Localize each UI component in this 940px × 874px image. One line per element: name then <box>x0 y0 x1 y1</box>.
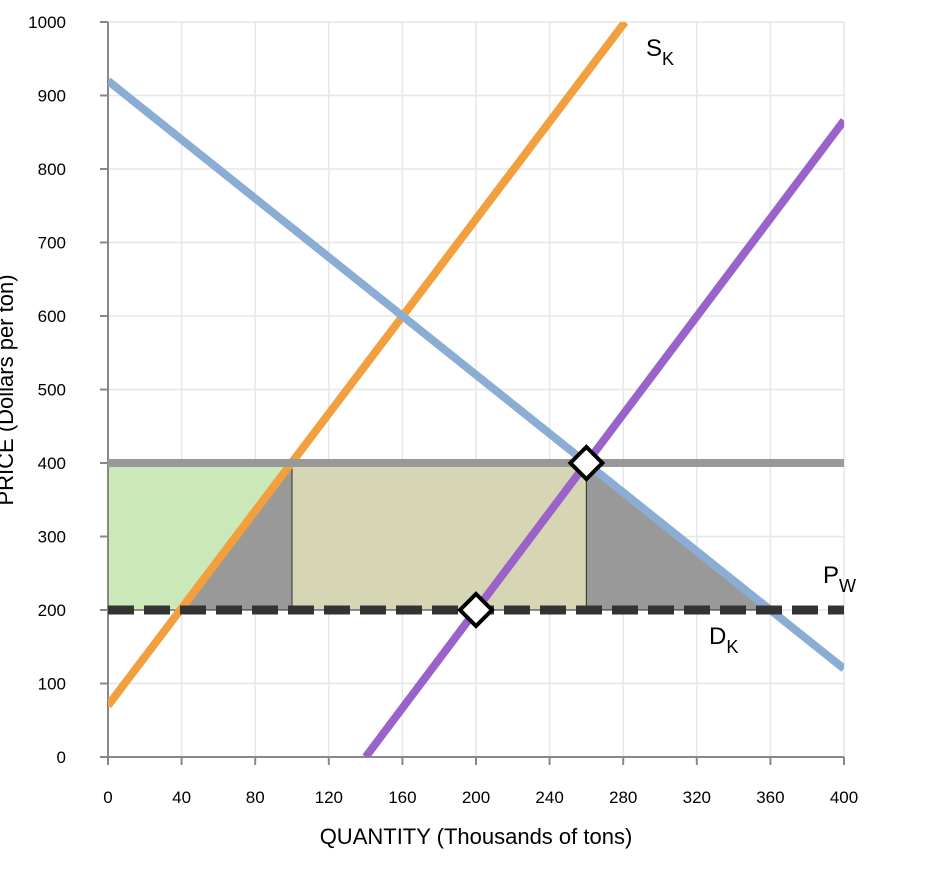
y-axis-title: PRICE (Dollars per ton) <box>0 274 18 505</box>
y-tick-label: 900 <box>38 87 66 106</box>
x-tick-label: 200 <box>462 788 490 807</box>
series-group <box>108 22 844 757</box>
y-tick-label: 500 <box>38 381 66 400</box>
diamond-marker-0 <box>567 444 606 482</box>
shaded-region-2 <box>291 462 587 611</box>
series-label-4: PW <box>823 562 856 596</box>
series-line-0 <box>108 22 629 708</box>
y-tick-label: 0 <box>57 748 66 767</box>
y-tick-label: 300 <box>38 528 66 547</box>
y-tick-label: 1000 <box>28 13 66 32</box>
x-axis-title: QUANTITY (Thousands of tons) <box>320 824 633 849</box>
x-tick-label: 40 <box>172 788 191 807</box>
x-tick-label: 160 <box>388 788 416 807</box>
series-label-0: SK <box>646 35 674 69</box>
x-tick-label: 240 <box>535 788 563 807</box>
x-tick-label: 280 <box>609 788 637 807</box>
y-tick-label: 700 <box>38 234 66 253</box>
x-tick-label: 320 <box>683 788 711 807</box>
x-tick-label: 80 <box>246 788 265 807</box>
series-line-2 <box>362 118 844 757</box>
x-tick-label: 400 <box>830 788 858 807</box>
diamond-marker-1 <box>457 591 495 629</box>
x-tick-label: 0 <box>103 788 112 807</box>
series-label-1: DK <box>709 623 738 657</box>
series-line-1 <box>108 77 844 672</box>
x-tick-label: 360 <box>756 788 784 807</box>
x-tick-label: 120 <box>315 788 343 807</box>
y-tick-label: 400 <box>38 454 66 473</box>
y-tick-label: 800 <box>38 160 66 179</box>
y-tick-label: 100 <box>38 675 66 694</box>
y-tick-label: 200 <box>38 601 66 620</box>
y-tick-label: 600 <box>38 307 66 326</box>
